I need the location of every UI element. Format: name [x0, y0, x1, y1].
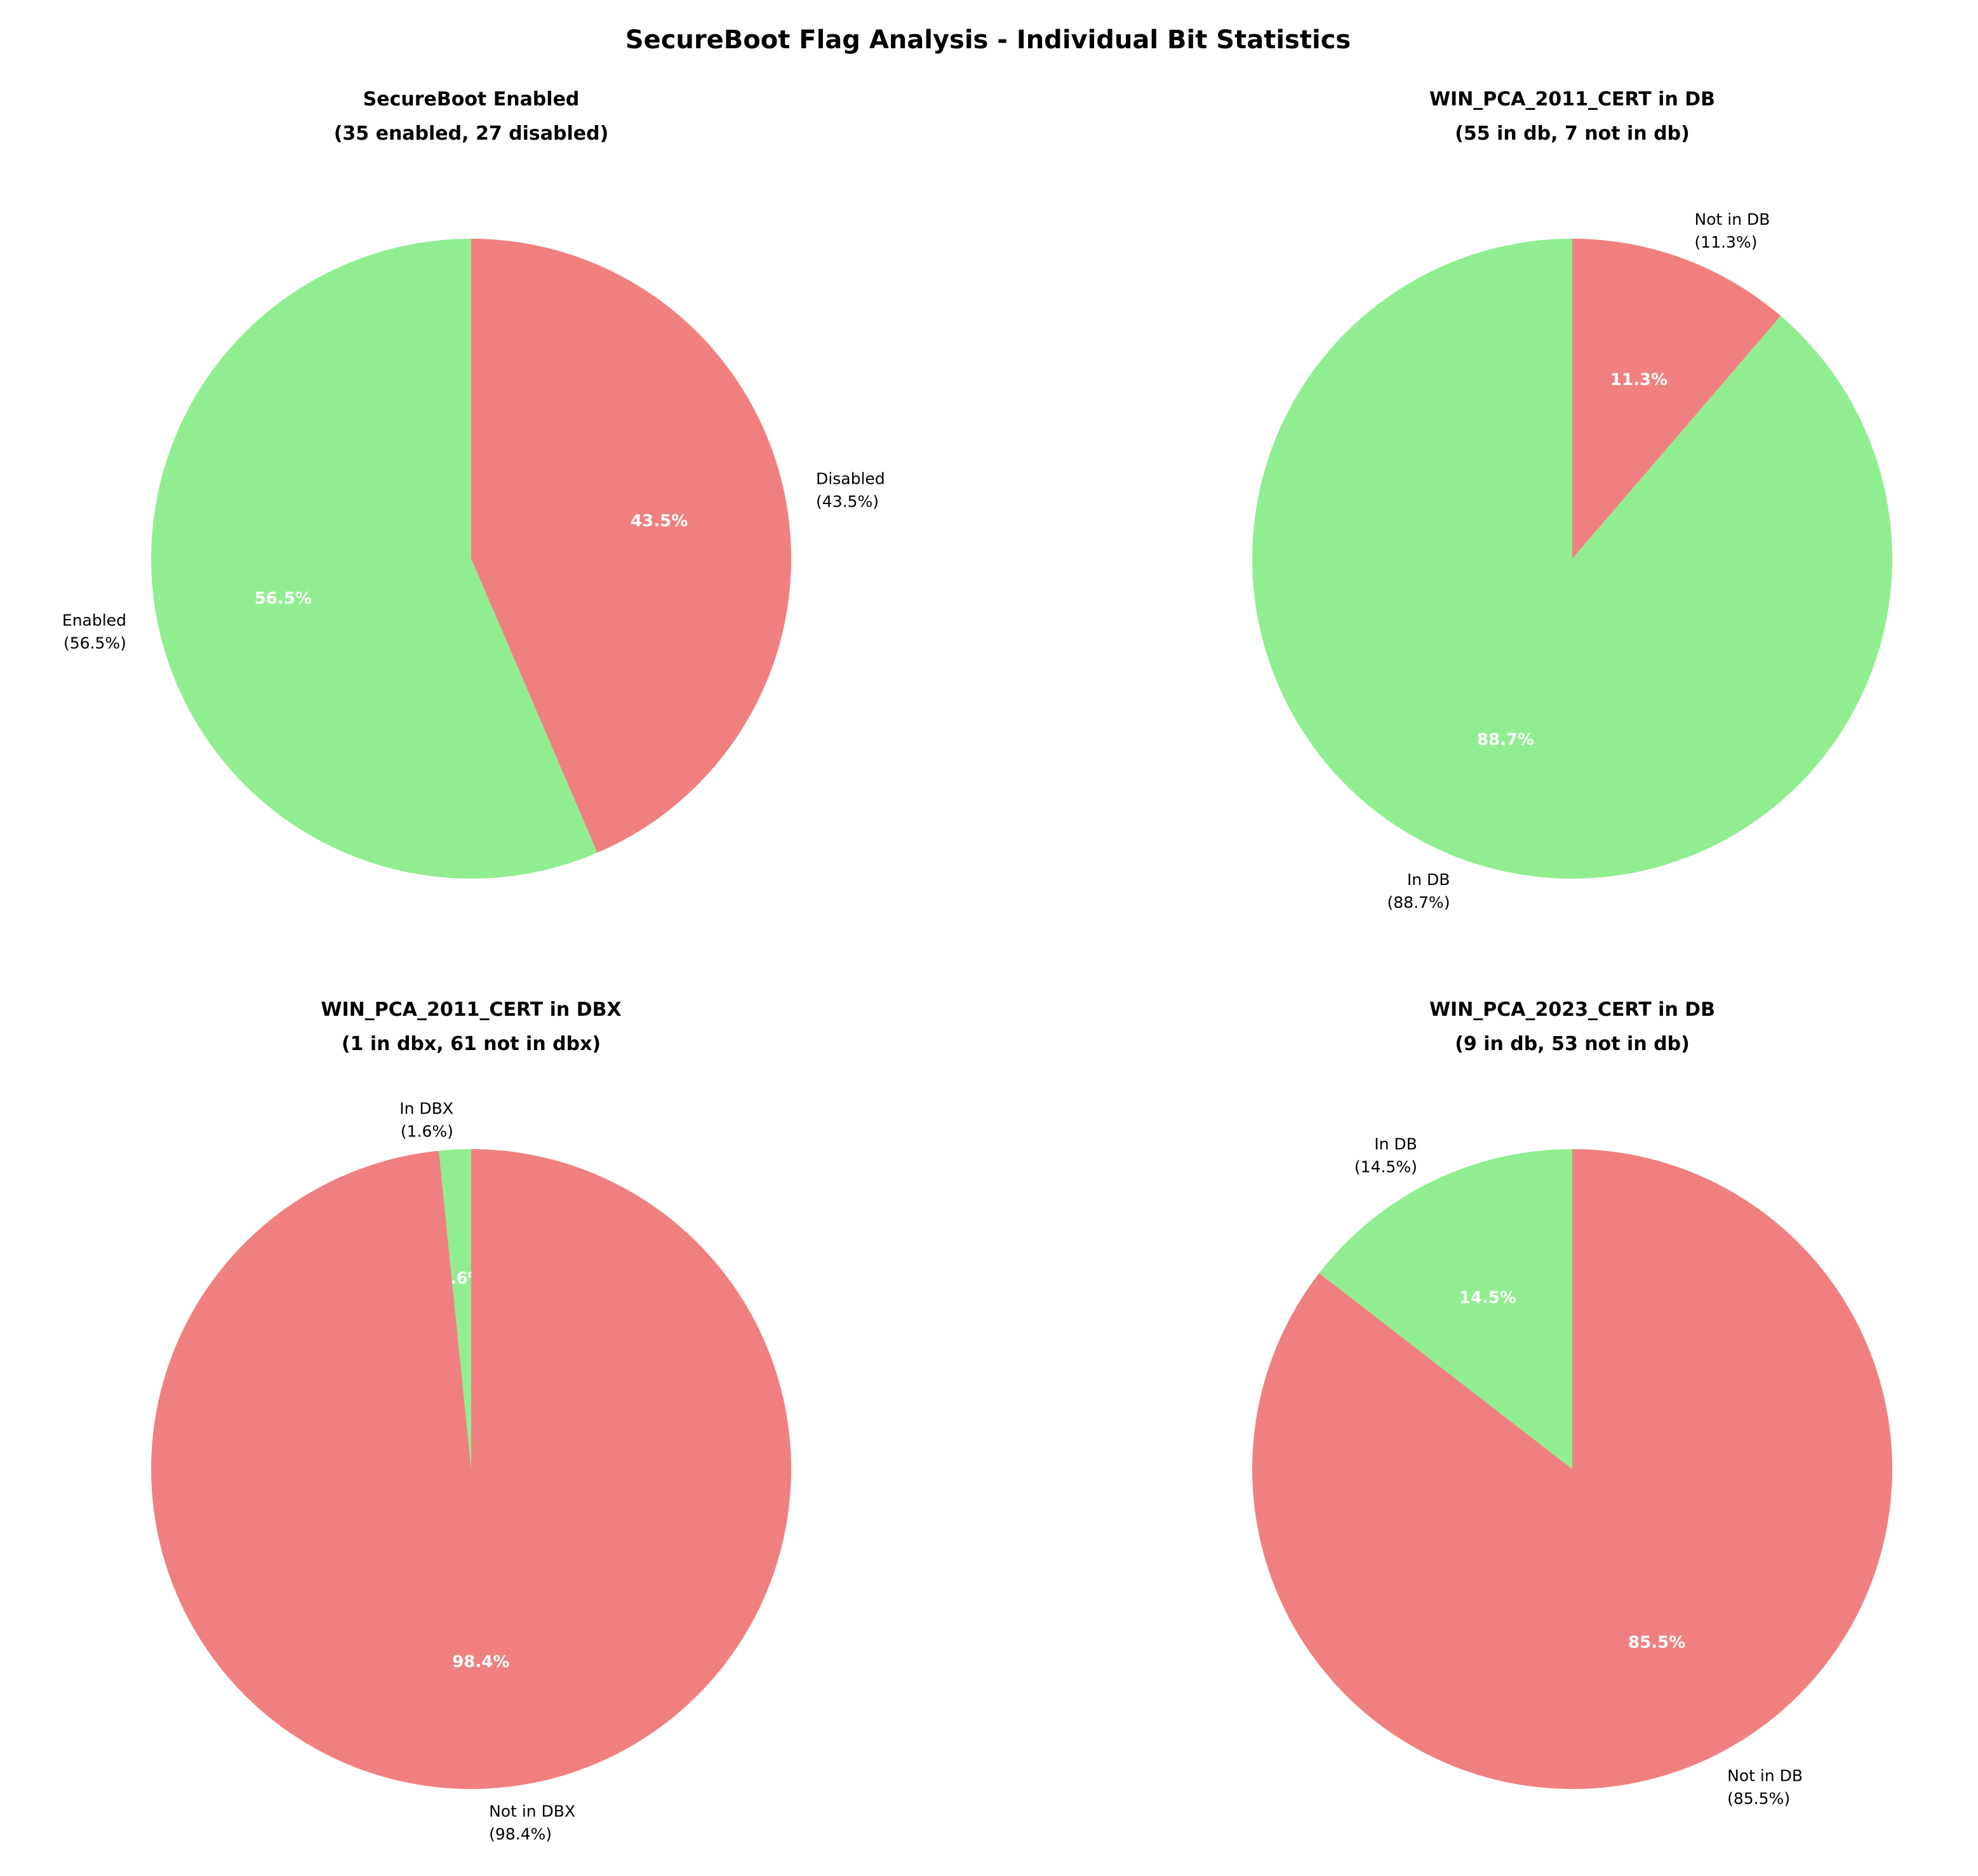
figure-title: SecureBoot Flag Analysis - Individual Bi… [625, 25, 1351, 55]
slice-label: Not in DB [1695, 210, 1770, 229]
slice-label: Not in DB [1727, 1767, 1803, 1785]
slice-label-percent: (1.6%) [401, 1122, 453, 1140]
slice-percent: 11.3% [1610, 370, 1667, 389]
pie-slice-not-in-db [1252, 1149, 1892, 1789]
pie-chart-3: WIN_PCA_2011_CERT in DBX (1 in dbx, 61 no… [151, 999, 792, 1844]
slice-percent: 98.4% [452, 1653, 509, 1672]
pie-slice-in-db [1319, 1149, 1572, 1469]
pie-chart-1: SecureBoot Enabled (35 enabled, 27 disabl… [62, 88, 885, 879]
slice-label: Disabled [816, 469, 885, 488]
slice-label: Enabled [62, 611, 126, 630]
pie-slice-not-in-db [1572, 239, 1781, 559]
slice-percent: 85.5% [1628, 1633, 1685, 1652]
slice-percent: 56.5% [255, 589, 312, 608]
subplot-subtitle: (9 in db, 53 not in db) [1455, 1033, 1690, 1055]
pie-slice-not-in-dbx [151, 1149, 792, 1789]
slice-label-percent: (88.7%) [1387, 893, 1450, 912]
pie-slice-enabled [151, 239, 598, 879]
slice-label: In DBX [399, 1099, 453, 1117]
slice-percent: 14.5% [1459, 1289, 1516, 1308]
slice-label-percent: (98.4%) [489, 1825, 552, 1844]
slice-label: In DB [1407, 870, 1450, 889]
subplot-title: WIN_PCA_2011_CERT in DBX [321, 999, 621, 1021]
slice-percent: 88.7% [1477, 731, 1534, 750]
subplot-subtitle: (55 in db, 7 not in db) [1455, 123, 1690, 145]
slice-label-percent: (43.5%) [816, 492, 879, 510]
slice-label: Not in DBX [489, 1802, 575, 1821]
subplot-subtitle: (35 enabled, 27 disabled) [334, 123, 609, 145]
pie-slice-in-dbx [439, 1149, 471, 1469]
pie-chart-2: WIN_PCA_2011_CERT in DB (55 in db, 7 not … [1252, 88, 1892, 912]
slice-label-percent: (11.3%) [1695, 233, 1758, 251]
pie-slice-disabled [471, 239, 792, 853]
slice-label: In DB [1374, 1134, 1417, 1153]
subplot-title: WIN_PCA_2011_CERT in DB [1429, 88, 1715, 110]
slice-label-percent: (56.5%) [63, 634, 126, 653]
slice-label-percent: (85.5%) [1727, 1790, 1790, 1808]
slice-label-percent: (14.5%) [1354, 1157, 1417, 1176]
pie-chart-4: WIN_PCA_2023_CERT in DB (9 in db, 53 not … [1252, 999, 1892, 1808]
subplot-subtitle: (1 in dbx, 61 not in dbx) [342, 1033, 601, 1055]
slice-percent: 43.5% [631, 512, 688, 531]
subplot-title: SecureBoot Enabled [363, 88, 580, 110]
pie-slice-in-db [1252, 239, 1892, 879]
subplot-title: WIN_PCA_2023_CERT in DB [1429, 999, 1715, 1021]
